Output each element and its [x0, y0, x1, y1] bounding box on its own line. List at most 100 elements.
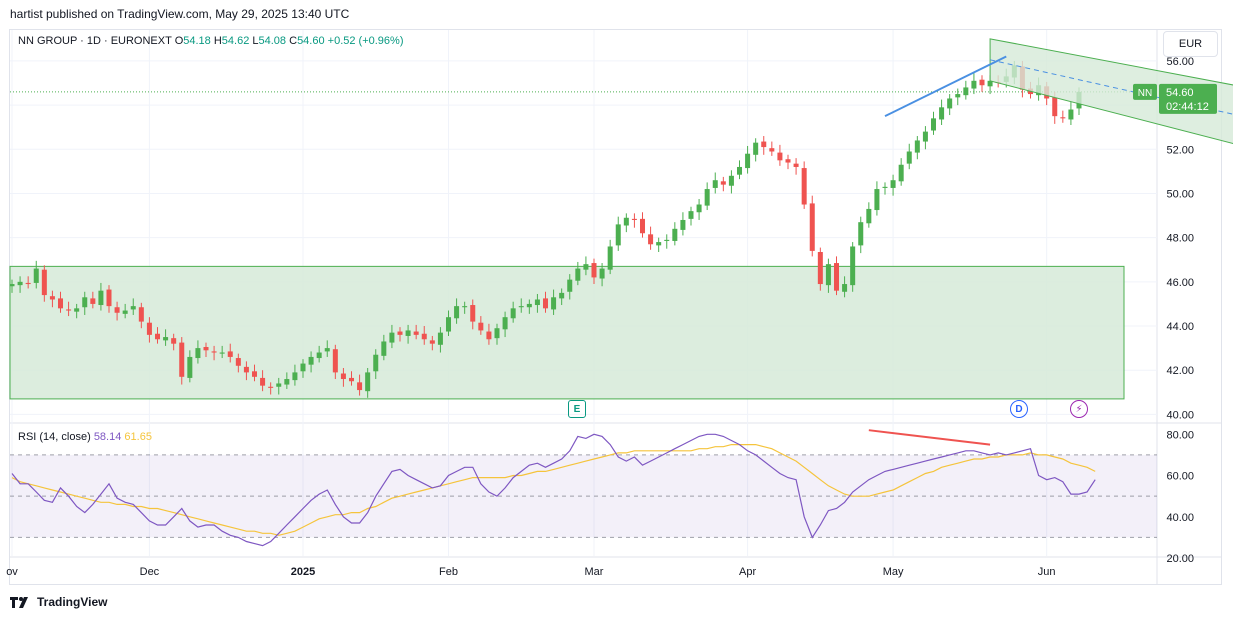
candle — [906, 143, 912, 170]
candle — [284, 372, 290, 389]
rsi-ma-line — [11, 444, 1096, 536]
candle — [672, 222, 678, 246]
candle-body — [284, 379, 290, 385]
candle — [219, 345, 225, 359]
time-tick-label: Dec — [140, 566, 160, 578]
candle-body — [599, 268, 605, 279]
candle-body — [486, 331, 492, 340]
candle-body — [510, 308, 516, 319]
candle — [243, 361, 249, 381]
brand-name: TradingView — [37, 595, 108, 609]
candle-body — [340, 373, 346, 380]
candle-body — [575, 268, 581, 281]
candle-body — [542, 298, 549, 309]
ticker-tag-label: NN — [1138, 88, 1152, 99]
channel-midline — [989, 59, 1233, 115]
candle-body — [478, 322, 484, 331]
low-label: L — [252, 35, 259, 47]
rsi-legend: RSI (14, close) 58.14 61.65 — [18, 431, 152, 443]
candle — [332, 344, 338, 380]
candle-body — [623, 217, 629, 226]
candle — [445, 310, 452, 336]
candle — [526, 299, 532, 314]
candle — [478, 316, 484, 335]
candle-body — [736, 166, 743, 175]
candle — [106, 285, 112, 313]
candle-body — [753, 142, 759, 155]
candle-body — [203, 346, 209, 351]
earnings-event-icon[interactable]: E — [568, 400, 586, 418]
candle-body — [348, 377, 355, 382]
candle-body — [138, 307, 144, 322]
dividend-event-icon[interactable]: D — [1010, 400, 1028, 418]
candle-body — [98, 290, 104, 306]
rsi-name: RSI (14, close) — [18, 431, 91, 443]
candle-body — [413, 331, 419, 335]
candle — [922, 126, 928, 150]
candle — [227, 343, 233, 363]
candle — [680, 212, 686, 236]
time-tick-label: ov — [6, 566, 18, 578]
candle — [195, 340, 201, 364]
candle-body — [979, 79, 985, 86]
candle-body — [639, 218, 646, 234]
footer-brand[interactable]: TradingView — [10, 595, 107, 609]
candle — [405, 324, 411, 344]
split-event-icon[interactable]: ⚡ — [1070, 400, 1088, 418]
candle — [429, 335, 435, 351]
candle-body — [300, 363, 306, 372]
price-tag-countdown: 02:44:12 — [1166, 101, 1209, 113]
published-header: hartist published on TradingView.com, Ma… — [10, 7, 350, 21]
candle-body — [526, 303, 532, 308]
candle — [833, 256, 840, 296]
candle — [260, 370, 266, 392]
candle — [389, 324, 395, 349]
candle-body — [33, 268, 39, 283]
time-tick-label: May — [883, 566, 904, 578]
candle — [187, 350, 193, 383]
candle-body — [429, 340, 435, 344]
candle — [25, 276, 31, 289]
candle — [98, 282, 104, 311]
candle-body — [17, 281, 23, 286]
candle-body — [672, 228, 678, 241]
candle-body — [866, 208, 872, 224]
candle-body — [785, 159, 791, 163]
candle — [163, 329, 169, 346]
candle-body — [494, 328, 500, 339]
candle — [801, 161, 807, 209]
candle — [462, 301, 468, 314]
candle — [890, 174, 896, 196]
price-tick-label: 44.00 — [1166, 321, 1194, 333]
zones — [9, 265, 1125, 400]
candle-body — [971, 80, 977, 89]
candle — [179, 337, 185, 385]
rsi-tick-label: 60.00 — [1166, 471, 1194, 483]
candle — [486, 323, 492, 345]
candle-body — [1060, 117, 1066, 119]
price-tick-label: 52.00 — [1166, 144, 1194, 156]
candle-body — [114, 307, 120, 313]
candle — [381, 334, 387, 361]
candle — [648, 226, 654, 250]
candle-body — [583, 264, 589, 270]
currency-button[interactable]: EUR — [1163, 31, 1218, 57]
high-value: 54.62 — [221, 35, 250, 47]
candle-body — [1052, 97, 1058, 117]
high-label: H — [213, 35, 222, 47]
candle-body — [607, 246, 613, 270]
rsi-band — [10, 454, 1157, 538]
last-price-tag: NN 54.60 02:44:12 — [1133, 83, 1217, 114]
candle — [33, 260, 39, 289]
candle — [761, 136, 767, 155]
candle-body — [502, 317, 508, 330]
price-trendline — [884, 55, 1007, 118]
candle — [17, 276, 23, 293]
rsi-tick-label: 40.00 — [1166, 512, 1194, 524]
candle-body — [74, 308, 80, 312]
candle — [639, 212, 646, 238]
candle-body — [421, 333, 427, 340]
candle — [858, 216, 864, 254]
candle — [971, 73, 977, 95]
